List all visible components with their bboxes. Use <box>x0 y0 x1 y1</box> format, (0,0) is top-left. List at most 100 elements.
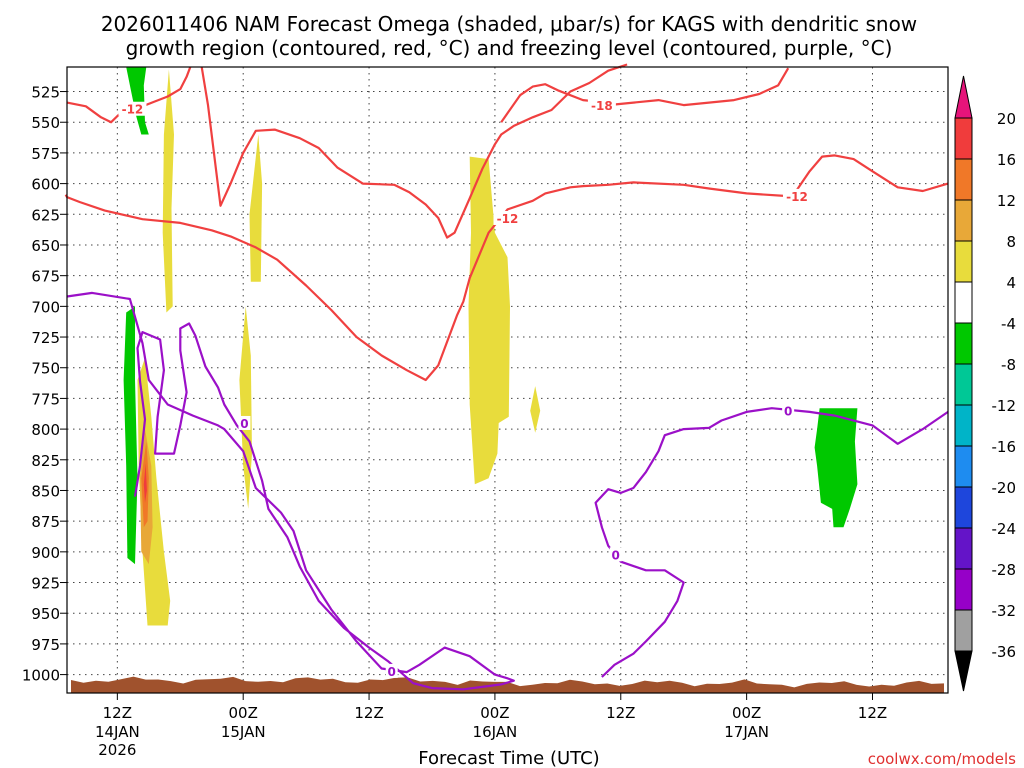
y-tick-label: 975 <box>31 636 60 654</box>
contour-label: 0 <box>612 548 620 562</box>
chart-title-line2: growth region (contoured, red, °C) and f… <box>126 36 893 60</box>
colorbar-level-label: -16 <box>992 438 1017 456</box>
omega-pos-lower-strip <box>239 306 252 509</box>
y-tick-label: 525 <box>31 84 60 102</box>
freezing_level_0C_right <box>594 407 949 678</box>
contour-label: -12 <box>497 212 519 226</box>
terrain-shading <box>71 676 944 693</box>
contour-labels: -12 -18 -12 -12 0 0 0 0 <box>118 98 811 679</box>
y-tick-label: 600 <box>31 176 60 194</box>
colorbar-level-label: -4 <box>1001 315 1016 333</box>
colorbar-level-label: -36 <box>992 643 1017 661</box>
x-tick-label: 12Z <box>858 704 887 722</box>
y-tick-label: 925 <box>31 575 60 593</box>
contour-label-bg <box>587 98 616 113</box>
contour-label: -18 <box>591 99 613 113</box>
colorbar-swatch <box>954 117 973 160</box>
contour-label: -12 <box>122 103 144 117</box>
y-tick-label: 1000 <box>22 667 60 685</box>
y-axis-ticks: 525 550 575 600 625 650 675 700 725 750 775 800 825 8… <box>22 84 67 685</box>
omega-neg-early-column <box>123 306 138 565</box>
colorbar-swatch <box>954 199 973 242</box>
y-tick-label: 850 <box>31 482 60 500</box>
colorbar-level-label: 12 <box>997 192 1016 210</box>
x-tick-label: 12Z <box>606 704 635 722</box>
terrain-band <box>71 676 944 693</box>
contour-label: 0 <box>388 665 396 679</box>
contour-label-bg <box>118 101 147 116</box>
colorbar-swatch <box>954 568 973 611</box>
omega-pos-small <box>530 386 541 433</box>
colorbar-level-label: 20 <box>997 110 1016 128</box>
y-tick-label: 625 <box>31 206 60 224</box>
y-tick-label: 875 <box>31 513 60 531</box>
colorbar-swatch <box>954 240 973 283</box>
y-tick-label: 650 <box>31 237 60 255</box>
x-tick-label: 00Z <box>732 704 761 722</box>
y-tick-label: 725 <box>31 329 60 347</box>
colorbar-swatch <box>954 445 973 488</box>
y-tick-label: 775 <box>31 390 60 408</box>
plot-frame <box>66 66 949 694</box>
dgz_top_-18C_right <box>500 67 790 123</box>
contour-label-bg <box>609 547 622 562</box>
y-tick-label: 575 <box>31 145 60 163</box>
y-tick-label: 750 <box>31 360 60 378</box>
colorbar-swatch <box>954 527 973 570</box>
colorbar: 20 16 12 8 4 -4 -8 -12 -16 -20 -24 -28 -32 -36 <box>954 75 1017 692</box>
credit-text: coolwx.com/models <box>868 750 1016 768</box>
y-tick-label: 950 <box>31 605 60 623</box>
colorbar-top-arrow <box>954 75 973 119</box>
dgz_upper_-18C <box>200 63 628 239</box>
colorbar-level-label: -28 <box>992 561 1017 579</box>
colorbar-level-label: -12 <box>992 397 1017 415</box>
colorbar-level-label: -8 <box>1001 356 1016 374</box>
x-tick-date: 14JAN <box>95 723 140 741</box>
contour-label: -12 <box>786 190 808 204</box>
contour-label: 0 <box>784 405 792 419</box>
x-tick-label: 12Z <box>354 704 383 722</box>
colorbar-level-label: 16 <box>997 151 1016 169</box>
chart-title-line1: 2026011406 NAM Forecast Omega (shaded, μ… <box>101 12 917 36</box>
contour-label-bg <box>493 210 522 225</box>
x-tick-label: 00Z <box>229 704 258 722</box>
colorbar-bottom-arrow <box>954 650 973 692</box>
y-tick-label: 550 <box>31 114 60 132</box>
contour-label-bg <box>238 415 251 430</box>
colorbar-level-label: -24 <box>992 520 1017 538</box>
omega-pos-16-20-early <box>143 463 147 503</box>
y-tick-label: 900 <box>31 544 60 562</box>
colorbar-swatch <box>954 609 973 652</box>
omega-neg-top <box>126 67 149 135</box>
y-tick-label: 675 <box>31 268 60 286</box>
x-tick-year: 2026 <box>98 741 136 759</box>
colorbar-swatch <box>954 404 973 447</box>
omega-neg-17JAN <box>814 408 858 528</box>
contour-lines <box>64 63 949 691</box>
colorbar-swatch <box>954 158 973 201</box>
dgz_lower_-12C <box>64 154 949 382</box>
x-tick-date: 16JAN <box>473 723 518 741</box>
omega-pos-tall-strand <box>162 69 174 313</box>
x-axis-title: Forecast Time (UTC) <box>418 748 599 768</box>
y-tick-label: 800 <box>31 421 60 439</box>
y-tick-label: 825 <box>31 452 60 470</box>
contour-label-bg <box>782 188 811 203</box>
colorbar-level-label: 8 <box>1006 233 1016 251</box>
colorbar-swatch <box>954 281 973 324</box>
colorbar-swatch <box>954 486 973 529</box>
colorbar-level-label: -32 <box>992 602 1017 620</box>
colorbar-level-label: 4 <box>1006 274 1016 292</box>
x-tick-label: 00Z <box>480 704 509 722</box>
omega-pos-mid-strip <box>249 134 263 282</box>
contour-label: 0 <box>240 417 248 431</box>
x-tick-date: 15JAN <box>221 723 266 741</box>
omega-pos-16JAN-column <box>468 156 510 485</box>
contour-label-bg <box>385 663 398 678</box>
colorbar-swatch <box>954 322 973 365</box>
colorbar-swatch <box>954 363 973 406</box>
x-tick-date: 17JAN <box>724 723 769 741</box>
colorbar-level-label: -20 <box>992 479 1017 497</box>
